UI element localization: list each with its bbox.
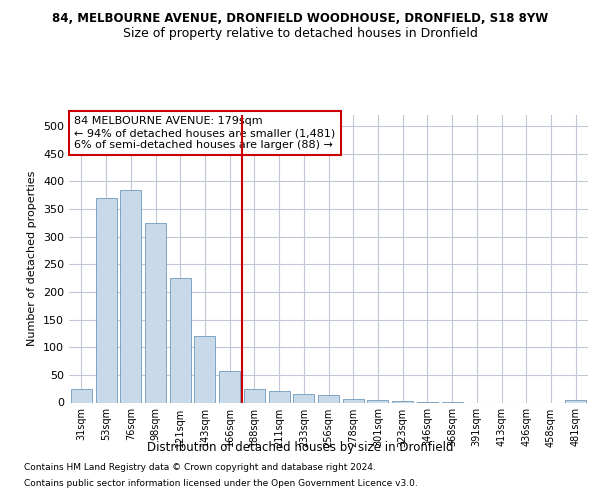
Bar: [194, 336, 215, 402]
Text: Size of property relative to detached houses in Dronfield: Size of property relative to detached ho…: [122, 28, 478, 40]
Bar: [565, 400, 586, 402]
Bar: [71, 388, 92, 402]
Bar: [244, 388, 265, 402]
Bar: [95, 198, 116, 402]
Bar: [269, 392, 290, 402]
Text: Distribution of detached houses by size in Dronfield: Distribution of detached houses by size …: [147, 441, 453, 454]
Bar: [170, 278, 191, 402]
Text: Contains public sector information licensed under the Open Government Licence v3: Contains public sector information licen…: [24, 478, 418, 488]
Bar: [145, 223, 166, 402]
Bar: [120, 190, 141, 402]
Y-axis label: Number of detached properties: Number of detached properties: [28, 171, 37, 346]
Bar: [318, 396, 339, 402]
Bar: [293, 394, 314, 402]
Bar: [367, 400, 388, 402]
Text: 84 MELBOURNE AVENUE: 179sqm
← 94% of detached houses are smaller (1,481)
6% of s: 84 MELBOURNE AVENUE: 179sqm ← 94% of det…: [74, 116, 335, 150]
Text: 84, MELBOURNE AVENUE, DRONFIELD WOODHOUSE, DRONFIELD, S18 8YW: 84, MELBOURNE AVENUE, DRONFIELD WOODHOUS…: [52, 12, 548, 26]
Text: Contains HM Land Registry data © Crown copyright and database right 2024.: Contains HM Land Registry data © Crown c…: [24, 464, 376, 472]
Bar: [219, 371, 240, 402]
Bar: [343, 398, 364, 402]
